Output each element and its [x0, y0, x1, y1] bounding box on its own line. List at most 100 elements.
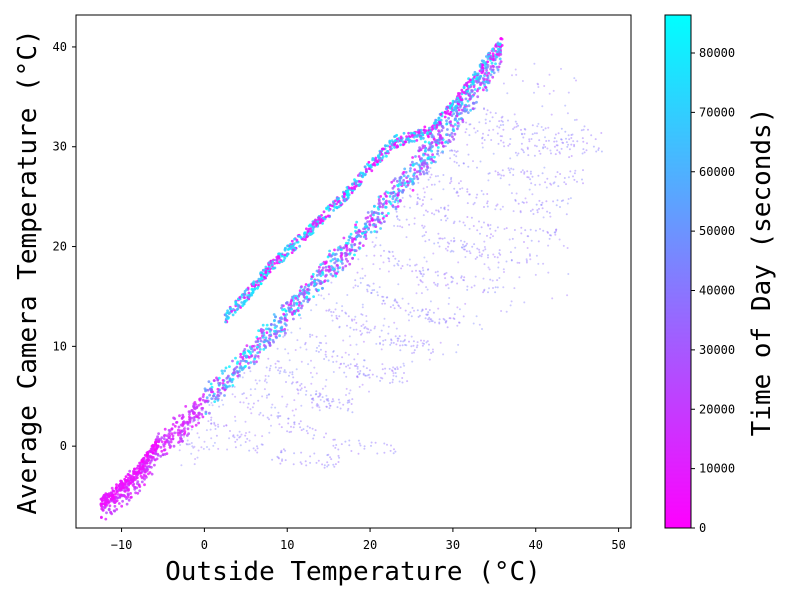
data-point	[369, 214, 372, 218]
data-point	[390, 339, 393, 342]
data-point	[353, 364, 356, 367]
data-point	[328, 249, 331, 253]
data-point	[330, 458, 333, 461]
data-point	[580, 129, 583, 132]
data-point	[327, 359, 330, 362]
data-point	[536, 82, 539, 85]
data-point	[279, 415, 282, 417]
data-point	[262, 333, 266, 337]
data-point	[260, 327, 263, 331]
data-point	[452, 112, 456, 115]
data-point	[444, 277, 447, 280]
data-point	[452, 222, 455, 225]
data-point	[205, 396, 209, 400]
data-point	[551, 297, 554, 300]
data-point	[359, 277, 362, 280]
data-point	[208, 448, 211, 451]
data-point	[208, 393, 212, 397]
data-point	[397, 283, 400, 286]
data-point	[496, 42, 500, 46]
data-point	[299, 236, 303, 239]
x-tick-label: 50	[611, 538, 625, 552]
data-point	[346, 259, 349, 263]
data-point	[398, 198, 402, 202]
data-point	[361, 332, 364, 335]
data-point	[541, 201, 544, 204]
data-point	[145, 466, 149, 470]
data-point	[299, 317, 302, 320]
data-point	[228, 384, 231, 388]
data-point	[258, 337, 262, 340]
data-point	[491, 57, 495, 61]
data-point	[386, 191, 390, 195]
data-point	[422, 161, 425, 164]
data-point	[568, 148, 571, 151]
data-point	[113, 501, 117, 504]
data-point	[346, 294, 349, 296]
data-point	[309, 223, 312, 227]
data-point	[410, 135, 414, 138]
data-point	[479, 83, 482, 86]
data-point	[444, 145, 447, 148]
data-point	[556, 144, 559, 147]
data-point	[442, 152, 444, 155]
data-point	[443, 237, 446, 240]
data-point	[523, 241, 525, 243]
data-point	[434, 175, 437, 178]
data-point	[418, 169, 422, 172]
data-point	[475, 100, 478, 104]
data-point	[340, 248, 343, 252]
data-point	[407, 140, 411, 144]
data-point	[293, 237, 296, 241]
data-point	[481, 77, 485, 80]
data-point	[268, 342, 271, 345]
data-point	[510, 259, 513, 262]
data-point	[459, 117, 463, 120]
data-point	[420, 204, 423, 207]
data-point	[427, 178, 430, 181]
data-point	[398, 219, 401, 222]
data-point	[451, 99, 455, 103]
data-point	[468, 193, 471, 196]
data-point	[334, 446, 337, 449]
data-point	[383, 442, 386, 445]
data-point	[455, 161, 458, 164]
data-point	[426, 268, 429, 271]
data-point	[142, 457, 146, 460]
data-point	[483, 240, 486, 243]
data-point	[470, 216, 473, 219]
data-point	[368, 369, 371, 372]
data-point	[201, 398, 205, 402]
data-point	[398, 180, 402, 183]
data-point	[371, 241, 374, 244]
data-point	[277, 411, 280, 414]
data-point	[395, 327, 398, 330]
data-point	[500, 310, 503, 312]
data-point	[223, 425, 225, 428]
data-point	[212, 394, 216, 398]
data-point	[331, 274, 335, 278]
data-point	[209, 382, 213, 386]
data-point	[565, 137, 567, 140]
data-point	[328, 402, 331, 405]
data-point	[422, 172, 426, 176]
data-point	[384, 144, 388, 148]
data-point	[329, 404, 332, 407]
data-point	[390, 338, 393, 341]
data-point	[321, 286, 324, 290]
data-point	[373, 205, 376, 208]
data-point	[438, 154, 440, 157]
data-point	[402, 340, 405, 343]
data-point	[402, 179, 405, 182]
data-point	[183, 435, 185, 438]
data-point	[265, 366, 268, 369]
data-point	[388, 251, 391, 254]
data-point	[327, 208, 331, 212]
data-point	[272, 340, 275, 344]
data-point	[472, 73, 475, 77]
data-point	[283, 256, 287, 260]
data-point	[309, 394, 312, 397]
data-point	[454, 107, 458, 111]
data-point	[415, 175, 419, 178]
data-point	[450, 132, 454, 135]
